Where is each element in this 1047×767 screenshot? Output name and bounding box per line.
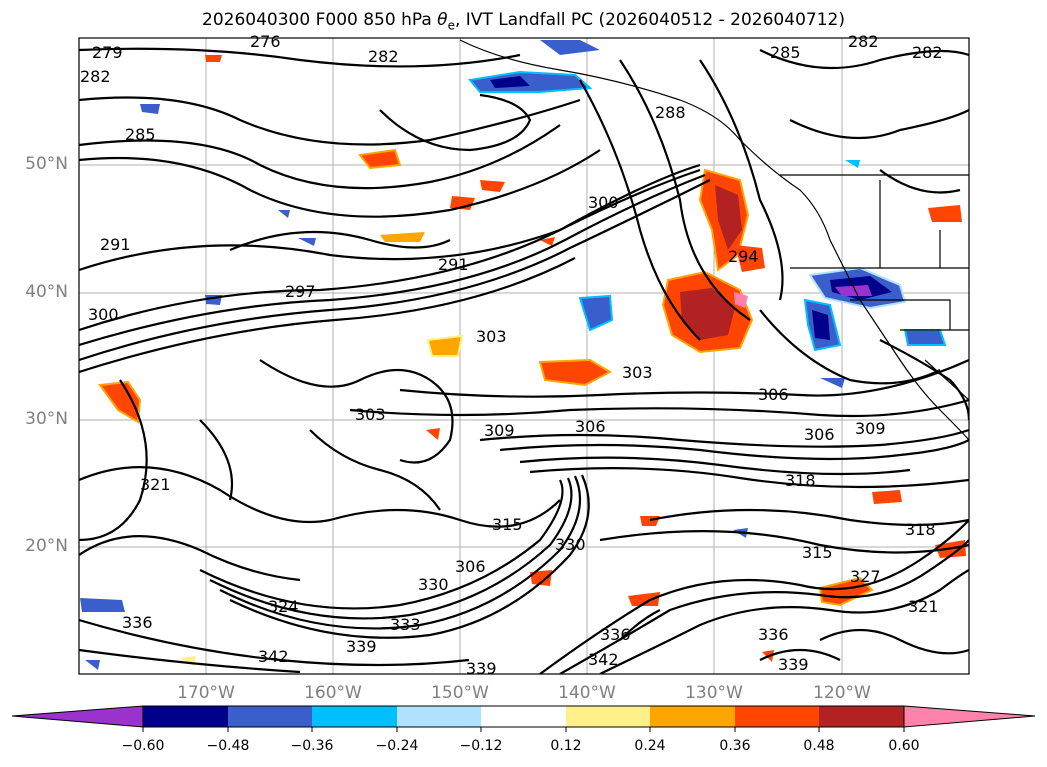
contour-label: 282 bbox=[80, 67, 111, 86]
contour-label: 339 bbox=[466, 659, 497, 678]
colorbar-bin bbox=[312, 706, 397, 727]
contour-label: 300 bbox=[588, 193, 619, 212]
contour-label: 330 bbox=[418, 575, 449, 594]
contour-label: 339 bbox=[346, 637, 377, 656]
map-frame bbox=[78, 37, 970, 675]
contour-label: 342 bbox=[258, 647, 289, 666]
colorbar-tick-label: 0.60 bbox=[888, 738, 920, 754]
colorbar-bin bbox=[650, 706, 735, 727]
lat-label-20n: 20°N bbox=[25, 536, 68, 556]
contour-label: 306 bbox=[575, 417, 606, 436]
colorbar-frame bbox=[142, 705, 905, 728]
contour-label: 339 bbox=[778, 655, 809, 674]
lat-label-40n: 40°N bbox=[25, 282, 68, 302]
contour-label: 336 bbox=[758, 625, 789, 644]
lon-label-150w: 150°W bbox=[431, 683, 489, 703]
colorbar bbox=[11, 705, 1036, 732]
colorbar-tick-label: −0.60 bbox=[121, 738, 165, 754]
colorbar-bin bbox=[481, 706, 566, 727]
contour-label: 276 bbox=[250, 32, 281, 51]
contour-label: 315 bbox=[492, 515, 523, 534]
gridlines bbox=[79, 38, 969, 674]
colorbar-tick-label: 0.48 bbox=[803, 738, 835, 754]
lon-label-130w: 130°W bbox=[685, 683, 743, 703]
contour-label: 288 bbox=[655, 103, 686, 122]
contour-label: 282 bbox=[912, 43, 943, 62]
contour-label: 291 bbox=[438, 255, 469, 274]
lat-label-30n: 30°N bbox=[25, 409, 68, 429]
title-prefix: 2026040300 F000 850 hPa bbox=[202, 10, 438, 30]
lon-label-170w: 170°W bbox=[177, 683, 235, 703]
colorbar-tick-label: −0.24 bbox=[375, 738, 419, 754]
contour-label: 300 bbox=[88, 305, 119, 324]
colorbar-bin bbox=[819, 706, 904, 727]
contour-label: 306 bbox=[804, 425, 835, 444]
contour-label: 294 bbox=[728, 247, 759, 266]
contour-label: 321 bbox=[140, 475, 171, 494]
contour-label: 318 bbox=[785, 471, 816, 490]
map-content bbox=[79, 38, 969, 674]
negative-anomaly-shading bbox=[80, 40, 947, 670]
contour-label: 330 bbox=[555, 535, 586, 554]
contour-label: 297 bbox=[285, 282, 316, 301]
colorbar-tick-label: 0.36 bbox=[719, 738, 751, 754]
title-subscript: e bbox=[447, 18, 455, 33]
contour-label: 282 bbox=[848, 32, 879, 51]
lon-label-160w: 160°W bbox=[304, 683, 362, 703]
title-suffix: , IVT Landfall PC (2026040512 - 20260407… bbox=[454, 10, 845, 30]
coastlines bbox=[459, 39, 969, 441]
colorbar-min-extend bbox=[11, 705, 144, 728]
colorbar-bin bbox=[228, 706, 312, 727]
colorbar-tick-label: −0.12 bbox=[459, 738, 503, 754]
colorbar-tick-label: 0.24 bbox=[634, 738, 666, 754]
contour-label: 306 bbox=[455, 557, 486, 576]
contour-label: 306 bbox=[758, 385, 789, 404]
contour-label: 303 bbox=[355, 405, 386, 424]
contour-label: 336 bbox=[600, 625, 631, 644]
contour-label: 336 bbox=[122, 613, 153, 632]
contour-label: 318 bbox=[905, 520, 936, 539]
colorbar-bin bbox=[397, 706, 481, 727]
theta-e-contours bbox=[79, 47, 969, 674]
colorbar-tick-label: 0.12 bbox=[550, 738, 582, 754]
colorbar-bin bbox=[735, 706, 819, 727]
lon-label-120w: 120°W bbox=[813, 683, 871, 703]
contour-label: 327 bbox=[850, 567, 881, 586]
colorbar-max-extend bbox=[903, 705, 1036, 728]
colorbar-bin bbox=[143, 706, 228, 727]
contour-label: 309 bbox=[484, 421, 515, 440]
lat-label-50n: 50°N bbox=[25, 154, 68, 174]
contour-label: 315 bbox=[802, 543, 833, 562]
colorbar-bin bbox=[566, 706, 650, 727]
contour-label: 303 bbox=[622, 363, 653, 382]
contour-label: 342 bbox=[588, 650, 619, 669]
contour-label: 291 bbox=[100, 235, 131, 254]
contour-label: 285 bbox=[125, 125, 156, 144]
contour-label: 282 bbox=[368, 47, 399, 66]
contour-label: 285 bbox=[770, 43, 801, 62]
contour-label: 333 bbox=[390, 615, 421, 634]
contour-labels: 279 276 282 282 285 282 282 285 288 291 … bbox=[80, 32, 943, 678]
lon-label-140w: 140°W bbox=[558, 683, 616, 703]
contour-label: 324 bbox=[268, 597, 299, 616]
colorbar-tick-label: −0.48 bbox=[206, 738, 250, 754]
contour-label: 303 bbox=[476, 327, 507, 346]
map-title: 2026040300 F000 850 hPa θe, IVT Landfall… bbox=[0, 10, 1047, 32]
colorbar-tick-label: −0.36 bbox=[290, 738, 334, 754]
contour-label: 279 bbox=[92, 43, 123, 62]
contour-label: 309 bbox=[855, 419, 886, 438]
contour-label: 321 bbox=[908, 597, 939, 616]
title-symbol: θ bbox=[437, 10, 448, 30]
